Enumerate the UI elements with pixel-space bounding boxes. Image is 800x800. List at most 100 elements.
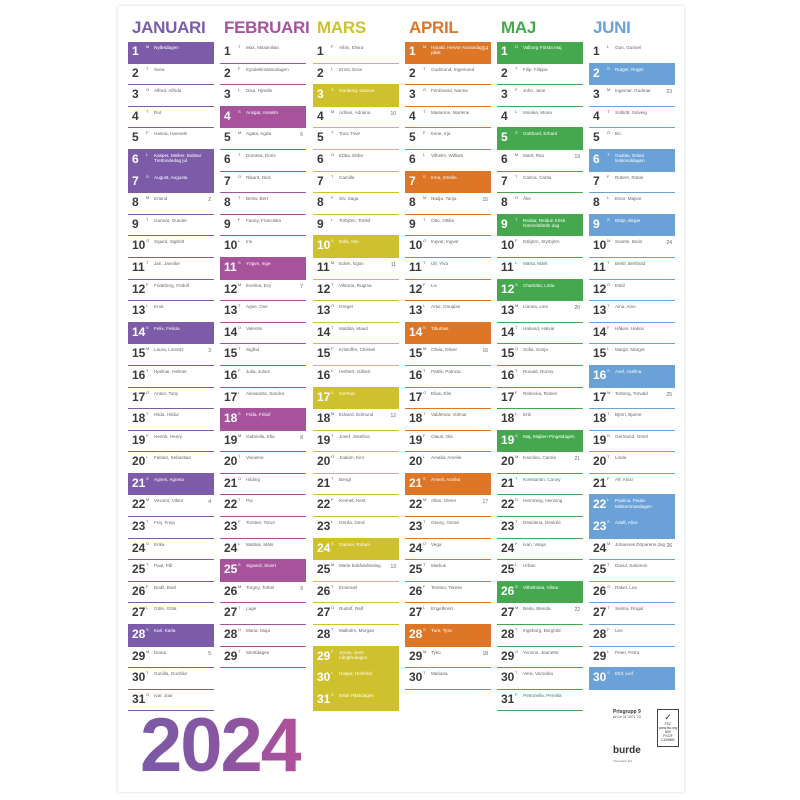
week-number: 12 xyxy=(390,413,396,420)
weekday-letter: M xyxy=(146,44,150,49)
day-row: 6 M Marit, Rita 19 xyxy=(497,150,583,172)
day-row: 1 T Max, Maximilian xyxy=(220,42,306,64)
day-row: 9 L Torbjörn, Torleif xyxy=(313,215,399,237)
price-group-label: Prisgrupp 9 xyxy=(613,709,641,715)
day-row: 31 F Petronella, Pernilla xyxy=(497,690,583,712)
name-day: Adolf, Alice xyxy=(615,520,638,526)
weekday-letter: T xyxy=(146,519,149,525)
weekday-letter: F xyxy=(423,583,426,589)
name-day: Max, Maximilian xyxy=(246,45,279,50)
weekday-letter: S xyxy=(146,324,149,330)
name-day: Urban xyxy=(523,563,536,569)
name-day: Solbritt, Solveig xyxy=(615,109,647,115)
day-row: 22 O Hemming, Henning xyxy=(497,495,583,518)
weekday-letter: T xyxy=(423,259,426,265)
name-day: Ansgar, Anselm xyxy=(246,109,278,115)
day-number: 2 xyxy=(409,65,416,80)
name-day: Hjalmar, Helmer xyxy=(154,368,187,374)
name-day: Maria, Maja xyxy=(246,628,270,634)
fsc-code: FSC® C169881 xyxy=(661,734,675,742)
name-day: Tiburtius xyxy=(431,325,449,331)
day-row: 13 M Linnea, Linn 20 xyxy=(497,301,583,323)
name-day: Alf, Alvar xyxy=(615,476,634,482)
day-number: 10 xyxy=(409,238,423,253)
weekday-letter: S xyxy=(331,540,334,546)
name-day: Rudolf, Ralf xyxy=(339,606,364,612)
day-row: 5 M Agata, Agda 6 xyxy=(220,128,306,150)
name-day: Marianne, Marlene xyxy=(431,109,470,115)
name-day: David, Salomon xyxy=(615,563,648,569)
day-row: 1 M Nyårsdagen xyxy=(128,42,214,64)
day-row: 12 S Charlotta, Lotta xyxy=(497,279,583,302)
day-row: 4 T Solbritt, Solveig xyxy=(589,107,675,129)
week-number: 24 xyxy=(666,240,672,247)
day-number: 22 xyxy=(593,497,607,512)
name-day: Leo xyxy=(615,628,623,634)
name-day: Fanny, Franciska xyxy=(246,217,281,223)
name-day: Bertil, Berthold xyxy=(615,260,646,266)
day-row: 16 F Julia, Julius xyxy=(220,366,306,388)
weekday-letter: T xyxy=(146,367,149,373)
day-list: 1 M Nyårsdagen 2 T Svea 3 O Alfred, Alfrida 4 T Rut… xyxy=(128,42,214,712)
name-day: Ivan, Vanja xyxy=(523,541,546,547)
weekday-letter: T xyxy=(238,497,241,503)
day-number: 23 xyxy=(224,519,238,534)
weekday-letter: T xyxy=(515,519,518,525)
day-number: 12 xyxy=(593,281,607,296)
day-number: 30 xyxy=(409,670,423,685)
month-name: APRIL xyxy=(409,18,459,37)
day-row: 17 M Torborg, Torvald 25 xyxy=(589,388,675,410)
day-row: 22 L Paulina, Paula Midsommardagen xyxy=(589,495,675,518)
weekday-letter: F xyxy=(423,432,426,438)
day-row: 17 F Rebecka, Ruben xyxy=(497,388,583,410)
week-number: 25 xyxy=(666,391,672,398)
name-day: Joakim, Kim xyxy=(339,455,365,461)
name-day: Yvonne, Jeanette xyxy=(523,649,559,655)
name-day: Esbjörn, Styrbjörn xyxy=(523,239,560,245)
day-number: 7 xyxy=(132,173,139,188)
weekday-letter: S xyxy=(331,87,334,93)
day-row: 17 O Elias, Elis xyxy=(405,388,491,410)
name-day: Agne, Ove xyxy=(246,304,268,310)
weekday-letter: S xyxy=(331,389,334,395)
day-number: 17 xyxy=(501,389,515,404)
day-number: 29 xyxy=(317,648,331,663)
weekday-letter: M xyxy=(238,583,242,589)
day-number: 21 xyxy=(224,475,238,490)
day-row: 11 M Edvin, Egon 11 xyxy=(313,258,399,280)
name-day: Vega xyxy=(431,541,442,547)
day-number: 14 xyxy=(317,324,331,339)
day-row: 26 T Emanuel xyxy=(313,582,399,604)
day-row: 14 T Matilda, Maud xyxy=(313,323,399,345)
day-row: 1 L Gun, Gunnel xyxy=(589,42,675,64)
day-row: 7 T Carina, Carita xyxy=(497,172,583,194)
weekday-letter: T xyxy=(238,648,241,654)
day-row: 11 S Yngve, Inge xyxy=(220,257,306,280)
day-row: 28 O Maria, Maja xyxy=(220,625,306,647)
day-row: 12 O Eskil xyxy=(589,280,675,302)
day-number: 20 xyxy=(317,454,331,469)
name-day: Alfred, Alfrida xyxy=(154,88,182,94)
name-day: Kristoffer, Christel xyxy=(339,347,376,353)
day-row: 24 S Gabriel, Rafael xyxy=(313,538,399,561)
day-number: 21 xyxy=(317,475,331,490)
day-number: 24 xyxy=(409,540,423,555)
day-number: 11 xyxy=(132,259,145,274)
weekday-letter: L xyxy=(238,540,241,546)
weekday-letter: M xyxy=(607,540,611,546)
day-number: 27 xyxy=(593,605,607,620)
day-number: 26 xyxy=(501,583,515,598)
name-day: Irene, Irja xyxy=(431,131,451,137)
name-day: Elias, Elis xyxy=(431,390,451,396)
weekday-letter: M xyxy=(607,87,611,93)
day-number: 7 xyxy=(409,173,416,188)
weekday-letter: O xyxy=(238,324,242,330)
name-day: Mattias, Mats xyxy=(246,541,274,547)
weekday-letter: T xyxy=(331,583,334,589)
name-day: Sigvard, Sivert xyxy=(246,563,276,569)
day-number: 14 xyxy=(409,324,423,339)
week-number: 3 xyxy=(208,348,211,355)
name-day: Rut xyxy=(154,109,162,115)
weekday-letter: T xyxy=(238,303,241,309)
weekday-letter: T xyxy=(607,259,610,265)
